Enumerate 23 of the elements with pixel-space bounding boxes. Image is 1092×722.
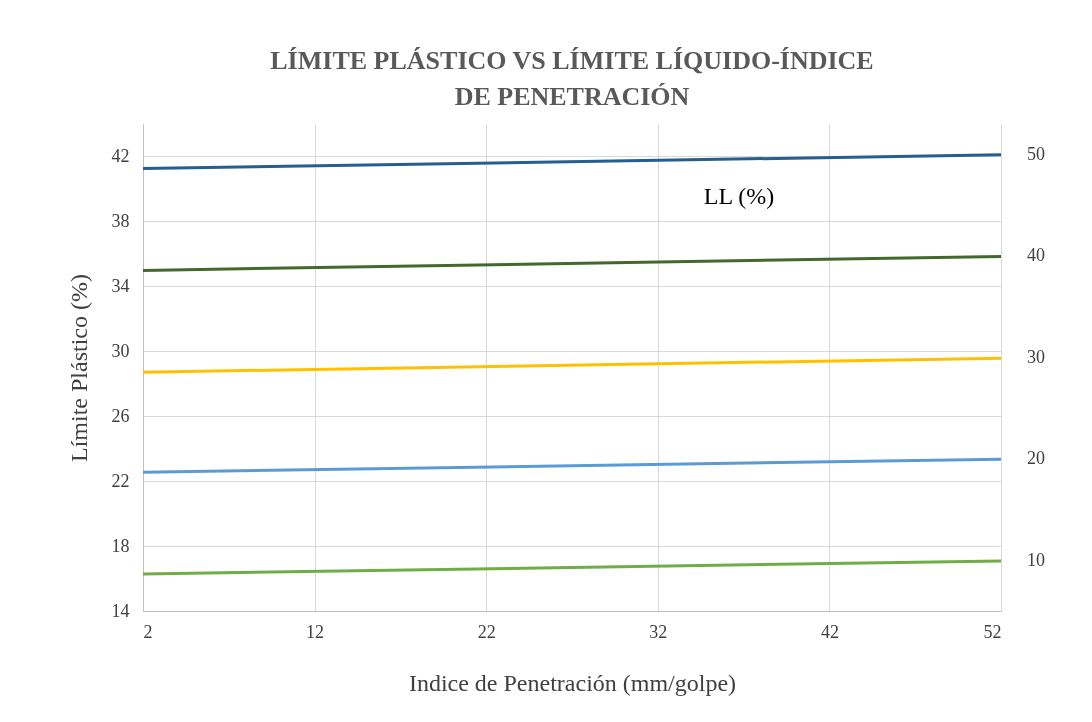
series-label: 40 [1027, 245, 1045, 266]
y-tick-label: 22 [111, 470, 130, 491]
y-tick-label: 14 [111, 600, 130, 621]
legend-title: LL (%) [703, 183, 775, 209]
x-tick-label: 12 [306, 621, 325, 642]
y-tick-label: 26 [111, 405, 130, 426]
series-label: 20 [1027, 448, 1045, 469]
y-tick-label: 34 [111, 275, 130, 296]
series-label: 10 [1027, 550, 1045, 570]
x-tick-label: 52 [983, 621, 1002, 642]
y-tick-label: 18 [111, 535, 130, 556]
y-tick-label: 42 [111, 145, 130, 166]
x-tick-label: 42 [820, 621, 839, 642]
x-tick-label: 32 [649, 621, 668, 642]
x-tick-label: 2 [143, 621, 153, 642]
y-tick-label: 38 [111, 210, 130, 231]
series-label: 50 [1027, 143, 1045, 164]
x-tick-label: 22 [477, 621, 496, 642]
x-axis-title: Indice de Penetración (mm/golpe) [408, 669, 737, 696]
y-tick-label: 30 [111, 340, 130, 361]
chart-title: LÍMITE PLÁSTICO VS LÍMITE LÍQUIDO-ÍNDICE DE PENETRACIÓN [270, 46, 874, 111]
series-label: 30 [1027, 347, 1045, 368]
y-axis-title: Límite Plástico (%) [65, 274, 92, 462]
